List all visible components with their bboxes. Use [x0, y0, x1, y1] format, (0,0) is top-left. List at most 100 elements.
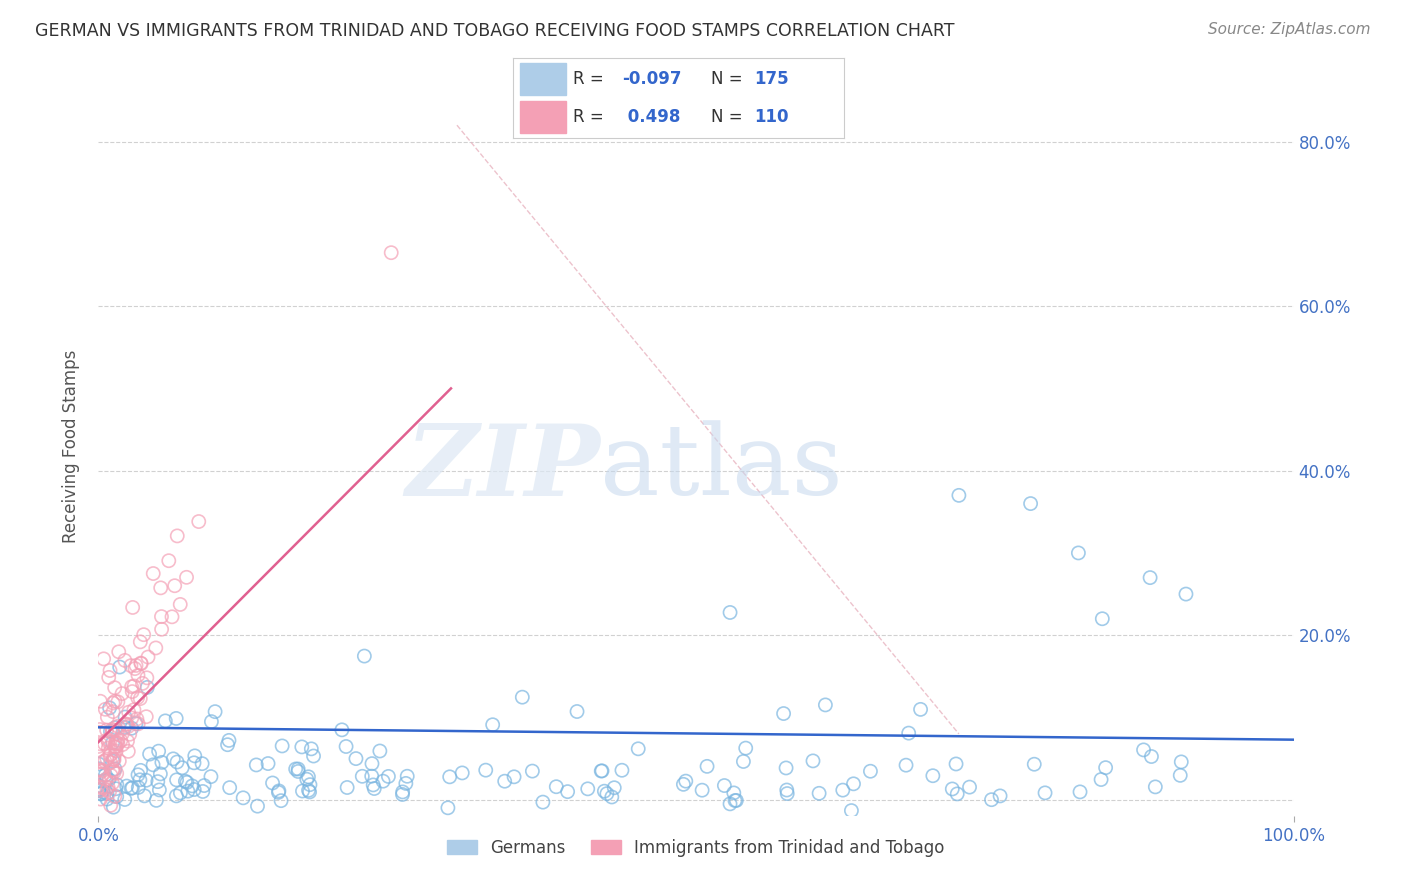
Point: [122, 679, 145, 693]
Point: [218, 733, 240, 747]
Point: [177, 784, 200, 798]
Point: [94, 702, 117, 716]
Point: [104, 681, 127, 695]
Point: [610, 764, 633, 778]
Point: [104, 739, 127, 754]
Point: [380, 245, 402, 260]
Point: [90, 787, 112, 801]
Point: [713, 779, 735, 793]
FancyBboxPatch shape: [520, 62, 567, 95]
Point: [131, 676, 153, 690]
Point: [87, 779, 110, 793]
Point: [295, 772, 318, 787]
Point: [129, 635, 152, 649]
Point: [97, 735, 120, 749]
Point: [125, 658, 148, 673]
Point: [1024, 757, 1046, 772]
Point: [267, 785, 290, 799]
Point: [115, 779, 138, 793]
Point: [191, 756, 214, 771]
Point: [100, 756, 122, 770]
Point: [352, 769, 374, 783]
Point: [117, 744, 139, 758]
Point: [1170, 755, 1192, 769]
Point: [172, 761, 194, 775]
Point: [97, 780, 120, 795]
Text: ZIP: ZIP: [405, 420, 600, 516]
Point: [291, 739, 314, 754]
Point: [96, 783, 118, 797]
Point: [135, 671, 157, 685]
Point: [117, 705, 139, 719]
Point: [603, 780, 626, 795]
Point: [176, 775, 198, 789]
Point: [371, 774, 394, 789]
Point: [115, 717, 138, 731]
Point: [299, 742, 322, 756]
Point: [148, 744, 170, 758]
Point: [104, 736, 127, 750]
Point: [897, 726, 920, 740]
Point: [149, 581, 172, 595]
Point: [97, 732, 120, 747]
Point: [103, 748, 125, 763]
Point: [105, 778, 128, 792]
Point: [93, 737, 115, 751]
Point: [772, 706, 794, 721]
Point: [135, 709, 157, 723]
Point: [107, 737, 129, 751]
Point: [510, 690, 533, 705]
Point: [503, 770, 526, 784]
Point: [87, 757, 110, 772]
Point: [101, 723, 124, 737]
Point: [723, 786, 745, 800]
Point: [246, 799, 269, 814]
Y-axis label: Receiving Food Stamps: Receiving Food Stamps: [62, 350, 80, 542]
Point: [132, 628, 155, 642]
Point: [145, 640, 167, 655]
Point: [302, 749, 325, 764]
Point: [150, 609, 173, 624]
Point: [101, 764, 124, 778]
Point: [187, 515, 209, 529]
Point: [93, 652, 115, 666]
Point: [107, 733, 129, 747]
Point: [718, 606, 741, 620]
Point: [127, 716, 149, 731]
Point: [344, 751, 367, 765]
Point: [181, 779, 204, 793]
Point: [439, 770, 461, 784]
Point: [162, 752, 184, 766]
Point: [859, 764, 882, 779]
Point: [122, 703, 145, 717]
Point: [129, 691, 152, 706]
Point: [96, 792, 118, 806]
Point: [87, 783, 110, 797]
Point: [271, 739, 294, 753]
Point: [1139, 571, 1161, 585]
Point: [97, 670, 120, 684]
Point: [267, 784, 290, 798]
Point: [183, 756, 205, 770]
Point: [104, 721, 127, 735]
Point: [204, 705, 226, 719]
Text: -0.097: -0.097: [623, 70, 682, 87]
Point: [718, 797, 741, 811]
Point: [104, 694, 127, 708]
Point: [100, 768, 122, 782]
Point: [100, 747, 122, 762]
Point: [87, 782, 110, 797]
Point: [91, 755, 114, 769]
Point: [1019, 497, 1042, 511]
Point: [734, 741, 756, 756]
Point: [576, 781, 599, 796]
Point: [921, 769, 943, 783]
Point: [145, 793, 167, 807]
Point: [121, 711, 143, 725]
Text: 175: 175: [755, 70, 789, 87]
Text: atlas: atlas: [600, 420, 844, 516]
Text: N =: N =: [711, 70, 748, 87]
Point: [148, 783, 170, 797]
Point: [105, 735, 128, 749]
Point: [245, 758, 267, 772]
